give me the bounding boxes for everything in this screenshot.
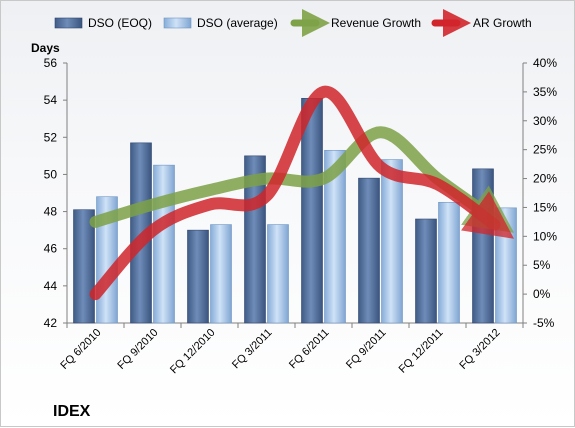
y-right-tick-label: 30%: [533, 114, 557, 128]
bar-dso-eoq: [73, 209, 95, 324]
line-ar-growth: [89, 85, 515, 301]
bar-dso-average: [267, 224, 289, 324]
y-axis-left-ticks: 42 44 46 48 50 52 54 56: [44, 56, 67, 330]
y-left-tick-label: 50: [44, 167, 58, 181]
y-left-tick-label: 42: [44, 316, 58, 330]
x-tick-label: FQ 6/2011: [287, 327, 332, 372]
y-left-tick-label: 56: [44, 56, 58, 70]
legend-label-ar-growth: AR Growth: [473, 16, 532, 30]
y-left-tick-label: 44: [44, 279, 58, 293]
legend-item-dso-eoq: DSO (EOQ): [54, 16, 152, 30]
legend-label-dso-eoq: DSO (EOQ): [88, 16, 152, 30]
x-tick-label: FQ 6/2010: [58, 327, 103, 372]
bar-dso-average: [438, 201, 460, 324]
x-tick-label: FQ 9/2010: [115, 327, 160, 372]
bar-dso-eoq: [415, 218, 437, 324]
legend-item-ar-growth: AR Growth: [431, 9, 532, 37]
bar-dso-average: [153, 164, 175, 324]
y-right-tick-label: 20%: [533, 172, 557, 186]
y-axis-left-label: Days: [31, 41, 60, 55]
y-left-tick-label: 48: [44, 205, 58, 219]
y-right-tick-label: 5%: [533, 258, 551, 272]
legend-label-dso-average: DSO (average): [197, 16, 278, 30]
y-axis-right-ticks: -5% 0% 5% 10% 15% 20% 25% 30% 35% 40%: [523, 56, 557, 330]
bar-dso-average: [381, 159, 403, 324]
y-left-tick-label: 54: [44, 93, 58, 107]
legend-item-dso-average: DSO (average): [163, 16, 278, 30]
y-right-tick-label: 15%: [533, 200, 557, 214]
y-right-tick-label: 35%: [533, 85, 557, 99]
y-right-tick-label: -5%: [533, 316, 555, 330]
y-right-tick-label: 40%: [533, 56, 557, 70]
y-right-tick-label: 10%: [533, 229, 557, 243]
y-right-tick-label: 0%: [533, 287, 551, 301]
bar-dso-eoq: [301, 97, 323, 324]
legend: DSO (EOQ) DSO (average) Revenue Growth A…: [54, 9, 532, 37]
x-tick-label: FQ 3/2011: [230, 327, 275, 372]
legend-item-revenue-growth: Revenue Growth: [290, 9, 421, 37]
legend-label-revenue-growth: Revenue Growth: [331, 16, 421, 30]
growth-lines: [89, 85, 515, 301]
x-axis-ticks: FQ 6/2010 FQ 9/2010 FQ 12/2010 FQ 3/2011 FQ …: [58, 323, 524, 377]
bar-dso-average: [324, 149, 346, 324]
x-tick-label: FQ 12/2011: [397, 327, 446, 376]
y-right-tick-label: 25%: [533, 143, 557, 157]
chart-title: IDEX: [53, 403, 91, 420]
bar-dso-eoq: [358, 177, 380, 324]
bar-dso-eoq: [187, 229, 209, 324]
y-left-tick-label: 52: [44, 130, 58, 144]
bar-dso-eoq: [472, 168, 494, 324]
x-tick-label: FQ 3/2012: [457, 327, 502, 372]
x-tick-label: FQ 12/2010: [168, 327, 218, 377]
y-left-tick-label: 46: [44, 242, 58, 256]
x-tick-label: FQ 9/2011: [344, 327, 389, 372]
line-revenue-growth: [89, 126, 515, 233]
bar-dso-average: [210, 224, 232, 324]
